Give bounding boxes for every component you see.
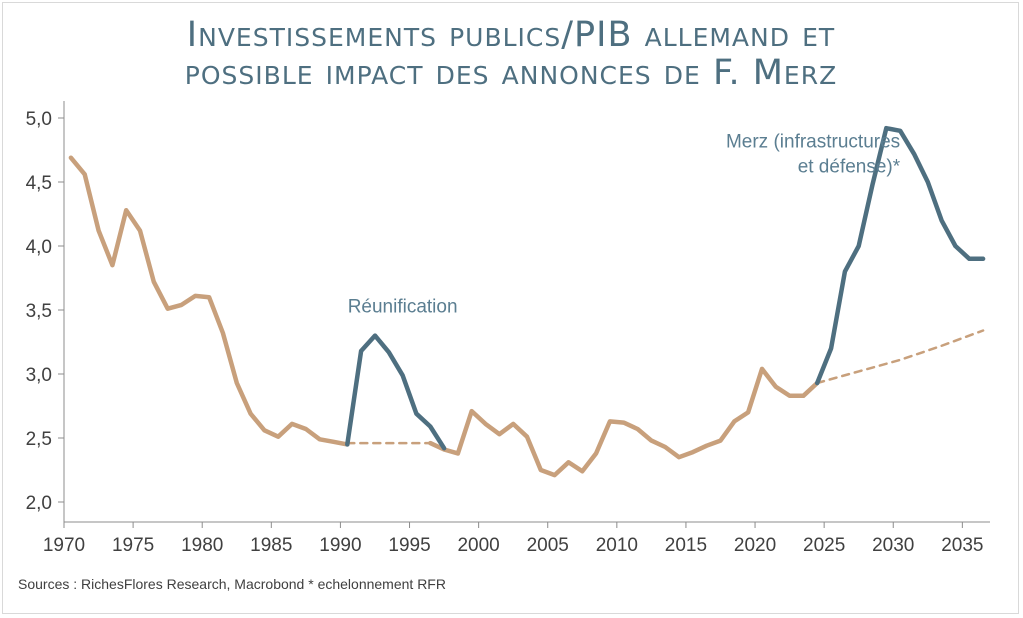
series-lines <box>68 125 986 478</box>
annotation-0-line-0: Réunification <box>348 297 458 318</box>
series-line-solid-blue-1 <box>345 333 447 451</box>
x-tick-label: 2020 <box>734 535 776 556</box>
y-tick-label: 3,0 <box>26 365 52 386</box>
series-line-solid-tan-0 <box>68 155 350 447</box>
x-tick-label: 2015 <box>665 535 707 556</box>
x-tick-label: 2025 <box>803 535 845 556</box>
x-tick-label: 2010 <box>596 535 638 556</box>
chart-title-line-2: possible impact des annonces de F. Merz <box>185 53 837 93</box>
x-tick-label: 1970 <box>43 535 85 556</box>
x-tick-label: 1975 <box>112 535 154 556</box>
y-tick-label: 5,0 <box>26 109 52 130</box>
x-tick-label: 2030 <box>872 535 914 556</box>
x-tick-label: 1990 <box>319 535 361 556</box>
y-tick-label: 3,5 <box>26 301 52 322</box>
y-tick-label: 4,5 <box>26 173 52 194</box>
source-note: Sources : RichesFlores Research, Macrobo… <box>18 576 446 592</box>
x-tick-label: 1985 <box>250 535 292 556</box>
axes: 2,0 2,5 3,0 3,5 4,0 4,5 5,0 1970 1975 1980 1985 199… <box>26 101 990 556</box>
annotation-1-line-0: Merz (infrastructures <box>726 131 900 152</box>
x-tick-label: 1995 <box>388 535 430 556</box>
series-line-dashed-tan-5 <box>815 329 985 385</box>
chart-title-line-1: Investissements publics/PIB allemand et <box>187 15 835 55</box>
series-line-solid-blue-3 <box>814 125 986 386</box>
annotation-1-line-1: et défense)* <box>798 156 901 177</box>
x-tick-label: 2000 <box>457 535 499 556</box>
x-tick-label: 2005 <box>527 535 569 556</box>
y-tick-label: 2,0 <box>26 493 52 514</box>
x-tick-label: 1980 <box>181 535 223 556</box>
y-tick-label: 4,0 <box>26 237 52 258</box>
x-tick-label: 2035 <box>941 535 983 556</box>
y-tick-label: 2,5 <box>26 429 52 450</box>
series-line-solid-tan-2 <box>428 366 820 478</box>
annotations: Réunification Merz (infrastructures et déf… <box>348 131 901 317</box>
